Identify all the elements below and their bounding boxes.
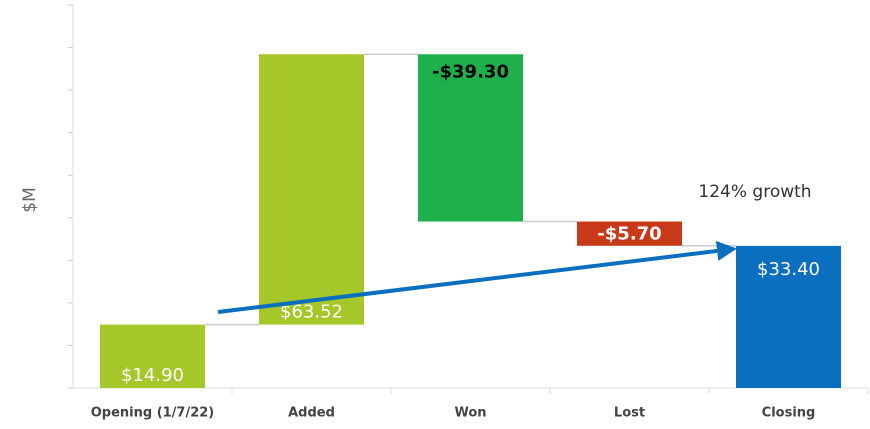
bar — [100, 324, 205, 388]
x-tick-label: Lost — [614, 406, 645, 421]
annotation: 124% growth — [698, 182, 811, 202]
value-label: -$5.70 — [597, 224, 661, 245]
bar — [577, 221, 682, 246]
value-label: $33.40 — [757, 259, 820, 280]
growth-arrow — [217, 241, 737, 314]
value-label: $63.52 — [280, 302, 343, 323]
bar — [736, 245, 841, 388]
bar — [259, 54, 364, 325]
x-tick-label: Closing — [762, 406, 816, 421]
x-tick-label: Won — [454, 406, 486, 421]
value-label: -$39.30 — [432, 61, 509, 82]
x-tick-label: Opening (1/7/22) — [91, 406, 215, 421]
bar — [418, 54, 523, 222]
value-label: $14.90 — [121, 365, 184, 386]
y-axis-label: $M — [20, 187, 40, 212]
x-tick-label: Added — [288, 406, 335, 421]
